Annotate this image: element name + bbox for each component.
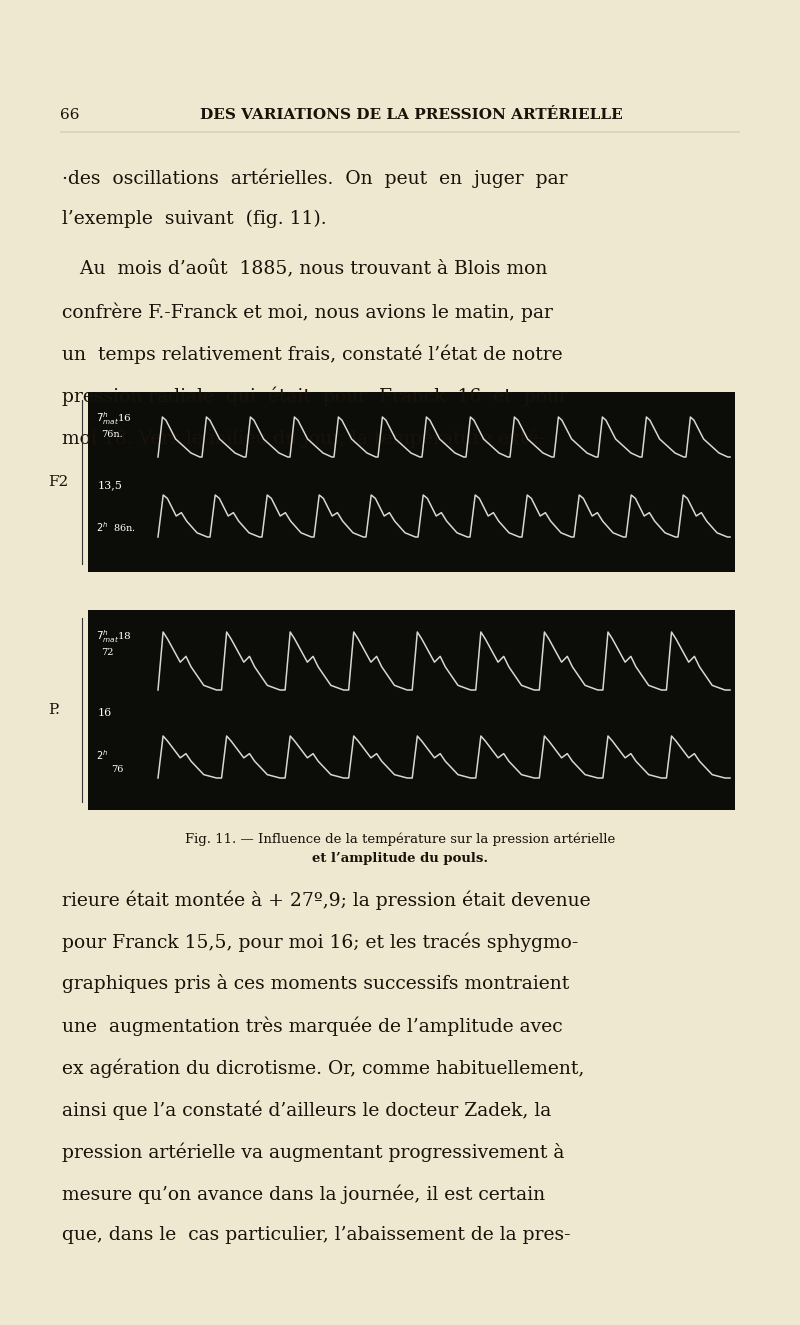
Text: ex agération du dicrotisme. Or, comme habituellement,: ex agération du dicrotisme. Or, comme ha… bbox=[62, 1057, 584, 1077]
Text: confrère F.-Franck et moi, nous avions le matin, par: confrère F.-Franck et moi, nous avions l… bbox=[62, 302, 553, 322]
Text: $7^h_{mat}$16: $7^h_{mat}$16 bbox=[96, 409, 132, 427]
Text: F2: F2 bbox=[48, 474, 68, 489]
Text: DES VARIATIONS DE LA PRESSION ARTÉRIELLE: DES VARIATIONS DE LA PRESSION ARTÉRIELLE bbox=[200, 109, 622, 122]
Text: Fig. 11. — Influence de la température sur la pression artérielle: Fig. 11. — Influence de la température s… bbox=[185, 832, 615, 845]
Text: pression radiale  qui  était  pour  Franck  16  et  pour: pression radiale qui était pour Franck 1… bbox=[62, 386, 568, 405]
Text: l’exemple  suivant  (fig. 11).: l’exemple suivant (fig. 11). bbox=[62, 209, 326, 228]
Text: et l’amplitude du pouls.: et l’amplitude du pouls. bbox=[312, 852, 488, 865]
Text: graphiques pris à ces moments successifs montraient: graphiques pris à ces moments successifs… bbox=[62, 974, 570, 992]
Text: $2^h$  86n.: $2^h$ 86n. bbox=[96, 519, 136, 534]
Text: moi 18. Vers le milieu du jour, la température exté-: moi 18. Vers le milieu du jour, la tempé… bbox=[62, 428, 545, 448]
Text: $2^h$: $2^h$ bbox=[96, 749, 108, 762]
Text: ·des  oscillations  artérielles.  On  peut  en  juger  par: ·des oscillations artérielles. On peut e… bbox=[62, 168, 567, 188]
Text: pour Franck 15,5, pour moi 16; et les tracés sphygmo-: pour Franck 15,5, pour moi 16; et les tr… bbox=[62, 931, 578, 951]
Text: un  temps relativement frais, constaté l’état de notre: un temps relativement frais, constaté l’… bbox=[62, 344, 562, 363]
Text: pression artérielle va augmentant progressivement à: pression artérielle va augmentant progre… bbox=[62, 1142, 564, 1162]
Text: 13,5: 13,5 bbox=[98, 480, 123, 490]
Text: 72: 72 bbox=[101, 648, 114, 657]
Text: une  augmentation très marquée de l’amplitude avec: une augmentation très marquée de l’ampli… bbox=[62, 1016, 562, 1036]
Text: mesure qu’on avance dans la journée, il est certain: mesure qu’on avance dans la journée, il … bbox=[62, 1185, 545, 1203]
Text: 76n.: 76n. bbox=[101, 431, 122, 439]
Text: $7^h_{mat}$18: $7^h_{mat}$18 bbox=[96, 628, 132, 645]
Text: Au  mois d’août  1885, nous trouvant à Blois mon: Au mois d’août 1885, nous trouvant à Blo… bbox=[62, 260, 547, 278]
Text: 16: 16 bbox=[98, 708, 112, 718]
Text: que, dans le  cas particulier, l’abaissement de la pres-: que, dans le cas particulier, l’abaissem… bbox=[62, 1226, 570, 1244]
Text: ainsi que l’a constaté d’ailleurs le docteur Zadek, la: ainsi que l’a constaté d’ailleurs le doc… bbox=[62, 1100, 551, 1120]
Bar bbox=[88, 610, 735, 810]
Bar bbox=[88, 392, 735, 572]
Text: P.: P. bbox=[48, 704, 60, 717]
Text: 66: 66 bbox=[60, 109, 79, 122]
Text: rieure était montée à + 27º,9; la pression était devenue: rieure était montée à + 27º,9; la pressi… bbox=[62, 890, 590, 909]
Text: 76: 76 bbox=[111, 765, 123, 774]
